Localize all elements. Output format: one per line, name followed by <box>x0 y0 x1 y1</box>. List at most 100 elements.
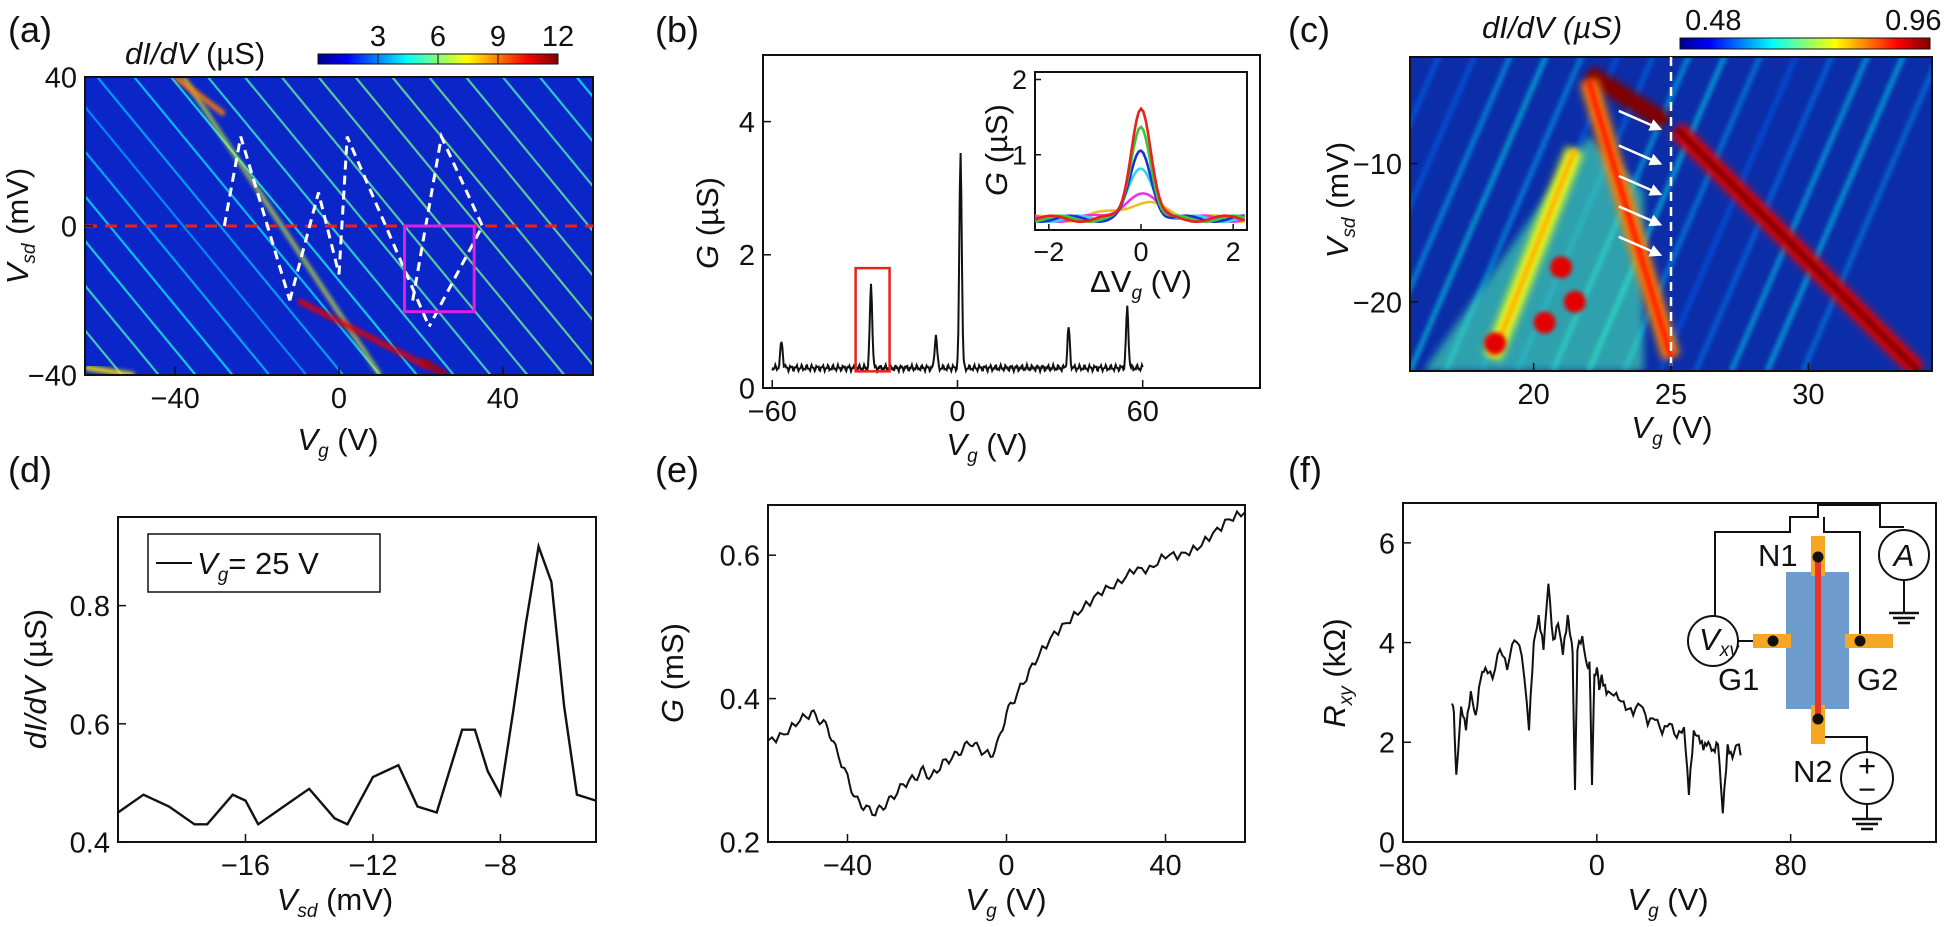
panel-label-b: (b) <box>655 9 699 50</box>
voltmeter-label: Vxy <box>1699 622 1740 661</box>
heatmap-c-texture <box>1410 57 1477 212</box>
y-tick-label: 0 <box>1379 827 1395 859</box>
inset-y-ticks-b: 12 <box>1012 65 1041 170</box>
panel-b: −60 0 60 024 Vg (V) G (µS) −2 0 2 12 ΔVg (V)… <box>690 54 1261 467</box>
ground-icon <box>1852 817 1882 831</box>
series-line-f <box>1451 583 1742 814</box>
voltmeter-icon <box>1687 615 1739 667</box>
heatmap-c-texture <box>1410 57 1513 295</box>
colorbar-tick-label: 12 <box>542 21 574 53</box>
heatmap-c-texture <box>1800 65 1932 371</box>
inset-series-b <box>1034 106 1246 224</box>
heatmap-c-ridge-core <box>1586 71 1668 125</box>
x-tick-label: −60 <box>748 396 797 428</box>
y-tick-label: 0.6 <box>70 709 110 741</box>
heatmap-a-ridge <box>85 105 308 375</box>
y-tick-label: 4 <box>1379 628 1395 660</box>
heatmap-c-spot <box>1484 332 1507 355</box>
panel-d: −16 −12 −8 0.4 0.6 0.8 Vg= 25 V Vsd (mV) dI/… <box>18 516 597 922</box>
colorbar-ticks-c: 0.48 0.96 <box>1685 5 1941 37</box>
x-tick-label: 25 <box>1655 379 1687 411</box>
panel-label-d: (d) <box>8 449 52 490</box>
label-n1: N1 <box>1758 538 1798 573</box>
x-tick-label: −12 <box>348 850 397 882</box>
circuit-schematic: N1 N2 G1 G2 A Vxy + − <box>1687 504 1930 831</box>
inset-y-axis-label-b: G (µS) <box>979 104 1014 196</box>
x-tick-label: 0 <box>949 396 965 428</box>
y-axis-ticks-b: 0 2 4 <box>739 107 771 405</box>
colorbar-tick-label: 9 <box>490 21 506 53</box>
y-tick-label: −10 <box>1353 149 1402 181</box>
arrow-icon <box>1618 144 1663 166</box>
inset-x-axis-label-b: ΔVg (V) <box>1090 264 1192 304</box>
ammeter-label: A <box>1892 538 1915 573</box>
panel-label-e: (e) <box>655 449 699 490</box>
y-axis-ticks-f: 0 2 4 6 <box>1379 528 1411 859</box>
y-tick-label: 0 <box>61 211 77 243</box>
y-tick-label: −20 <box>1353 287 1402 319</box>
label-n2: N2 <box>1793 754 1833 789</box>
heatmap-a-ridge <box>85 283 160 375</box>
y-axis-label-c: Vsd (mV) <box>1320 142 1360 259</box>
colorbar-tick-label: 0.96 <box>1885 5 1941 37</box>
coulomb-diamond-outline <box>288 192 341 301</box>
heatmap-c-spot <box>1533 311 1556 334</box>
x-axis-ticks-a: −40 0 40 <box>151 367 519 415</box>
panel-label-a: (a) <box>8 9 52 50</box>
heatmap-a-overlays <box>85 131 593 328</box>
x-tick-label: −80 <box>1378 850 1427 882</box>
panel-label-f: (f) <box>1288 449 1322 490</box>
x-axis-label-c: Vg (V) <box>1631 410 1712 450</box>
y-tick-label: 40 <box>45 62 77 94</box>
x-axis-label-f: Vg (V) <box>1627 882 1708 922</box>
y-tick-label: −40 <box>28 360 77 392</box>
y-tick-label: 6 <box>1379 528 1395 560</box>
y-axis-label-a: Vsd (mV) <box>0 168 40 285</box>
y-axis-label-f: Rxy (kΩ) <box>1317 618 1357 727</box>
panel-c: 20 25 30 −10 −20 Vg (V) Vsd (mV) dI/dV (µS)… <box>1320 5 1942 450</box>
arrow-icon <box>1618 174 1663 196</box>
inset-series-line <box>1034 124 1246 224</box>
heatmap-a-ridge <box>538 77 593 144</box>
heatmap-a-ridge <box>96 77 344 375</box>
heatmap-a-ridge <box>173 77 226 117</box>
probe-dot-g1 <box>1767 635 1779 647</box>
colorbar-tick-label: 0.48 <box>1685 5 1741 37</box>
colorbar-ticks-a: 3 6 9 12 <box>370 21 574 64</box>
x-tick-label: −40 <box>151 383 200 415</box>
x-tick-label: −2 <box>1033 237 1064 267</box>
x-axis-ticks-f: −80 0 80 <box>1378 834 1807 882</box>
heatmap-a-ridge <box>761 77 1007 375</box>
heatmap-c-texture <box>1657 57 1799 371</box>
arrow-icon <box>1618 235 1663 257</box>
x-axis-label-e: Vg (V) <box>965 882 1046 922</box>
probe-dot-g2 <box>1854 635 1866 647</box>
series-line-d <box>117 541 597 827</box>
voltage-source-icon <box>1840 751 1894 805</box>
coulomb-diamond-outline <box>411 131 485 328</box>
heatmap-a-ridge <box>724 77 970 375</box>
y-axis-label-e: G (mS) <box>655 623 690 723</box>
ammeter-icon <box>1878 529 1930 581</box>
inset-x-ticks-b: −2 0 2 <box>1033 224 1241 267</box>
heatmap-a-ridge <box>419 357 448 375</box>
x-tick-label: 20 <box>1517 379 1549 411</box>
inset-series-line <box>1034 106 1246 224</box>
y-axis-ticks-d: 0.4 0.6 0.8 <box>70 591 126 859</box>
x-tick-label: 0 <box>998 850 1014 882</box>
x-axis-ticks-c: 20 25 30 <box>1517 363 1825 411</box>
heatmap-c-texture <box>1764 57 1906 371</box>
y-axis-label-b: G (µS) <box>690 177 725 269</box>
y-tick-label: 0.2 <box>720 827 760 859</box>
heatmap-a-ridge <box>502 77 593 188</box>
y-tick-label: 0.4 <box>70 827 110 859</box>
wire-g2 <box>1823 517 1861 641</box>
y-axis-label-d: dI/dV (µS) <box>18 609 53 749</box>
colorbar-c <box>1679 37 1931 50</box>
arrow-icon <box>1618 205 1663 227</box>
y-tick-label: 0.4 <box>720 684 760 716</box>
source-plus: + <box>1858 748 1876 783</box>
plot-frame-b <box>762 54 1261 389</box>
wire-voltmeter-left <box>1714 504 1904 617</box>
